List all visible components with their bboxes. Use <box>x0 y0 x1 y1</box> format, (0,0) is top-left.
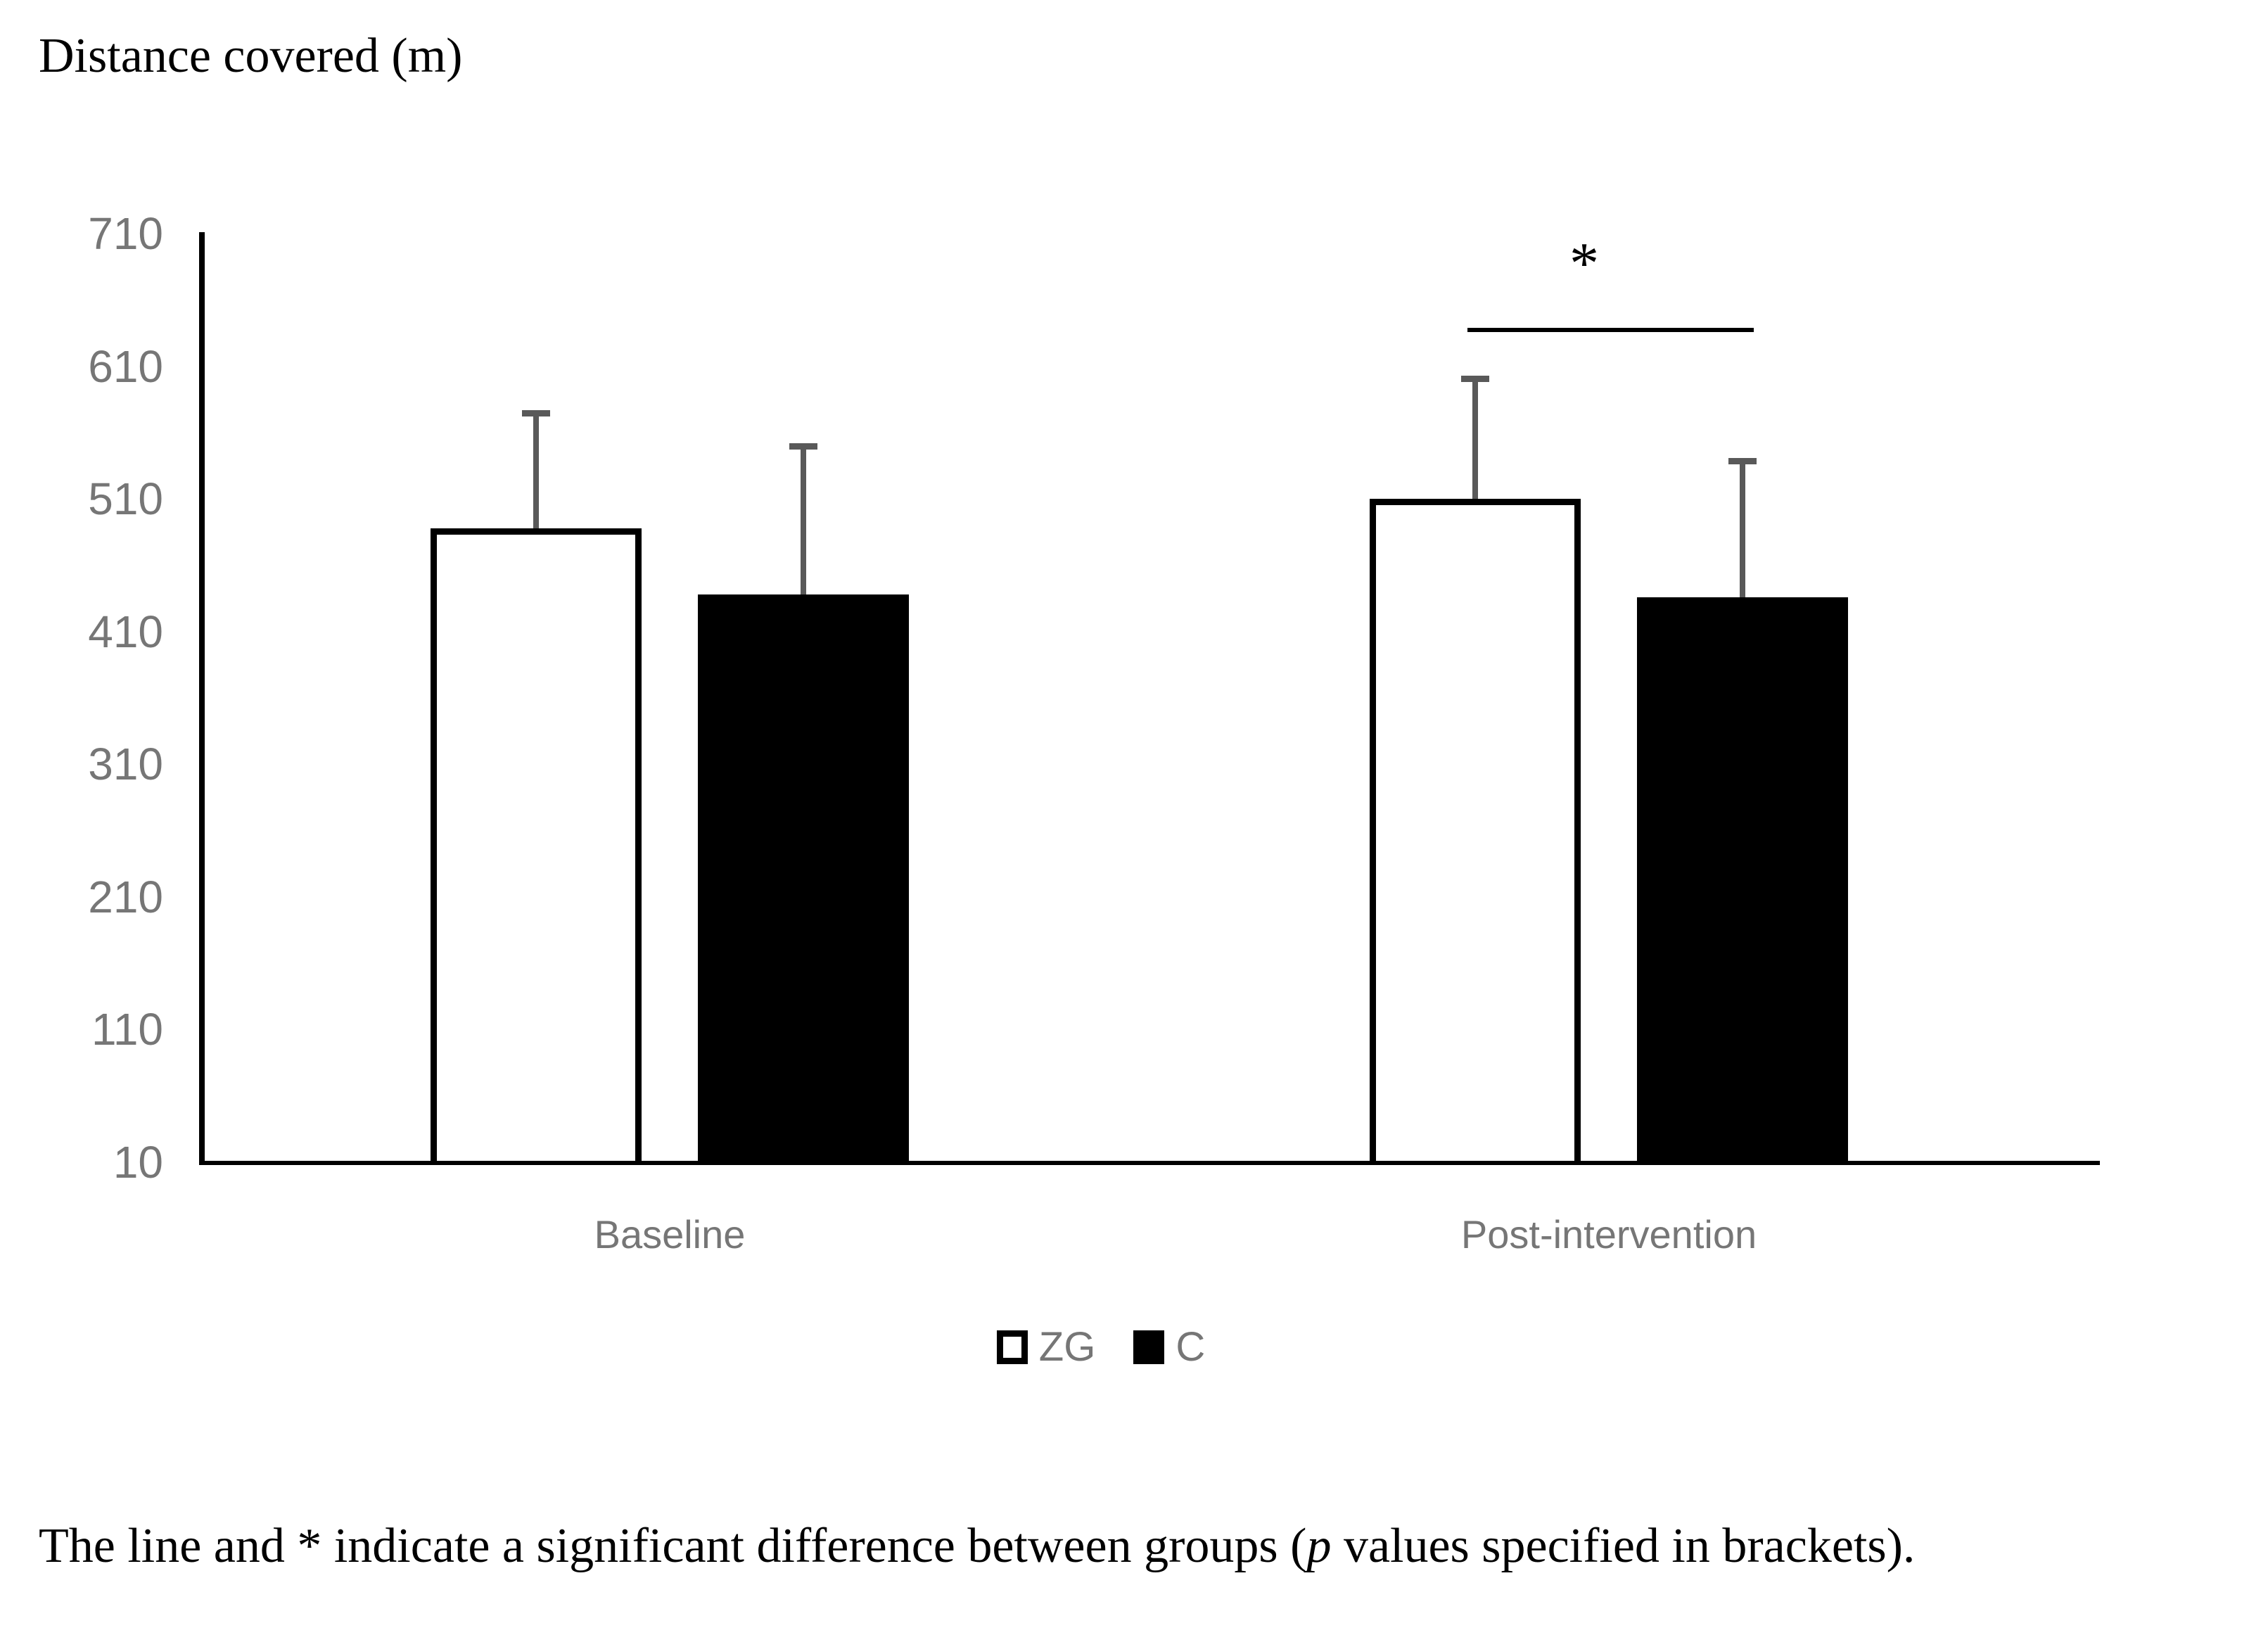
y-tick-label-710: 710 <box>88 208 163 259</box>
legend-item-zg: ZG <box>996 1324 1096 1370</box>
error-bar-stem <box>1472 375 1478 500</box>
caption-italic-p: p <box>1306 1519 1332 1573</box>
y-tick-label-210: 210 <box>88 871 163 922</box>
error-bar-stem <box>801 443 806 594</box>
bar-c-post-intervention <box>1637 597 1848 1161</box>
legend-swatch-zg <box>996 1330 1028 1364</box>
legend-label-c: C <box>1176 1324 1206 1370</box>
y-tick-label-110: 110 <box>91 1004 163 1055</box>
figure-caption: The line and * indicate a significant di… <box>39 1518 2248 1574</box>
legend-label-zg: ZG <box>1038 1324 1096 1370</box>
chart-title: Distance covered (m) <box>39 29 463 83</box>
y-tick-label-10: 10 <box>113 1137 163 1188</box>
error-bar-cap <box>522 409 550 416</box>
error-bar-stem <box>1740 457 1745 597</box>
y-tick-label-610: 610 <box>88 341 163 392</box>
error-bar-cap <box>1461 375 1489 382</box>
legend-item-c: C <box>1133 1327 1205 1368</box>
legend-swatch-c <box>1133 1330 1165 1364</box>
caption-text: The line and * indicate a significant di… <box>39 1519 1307 1573</box>
error-bar-cap <box>789 443 817 450</box>
y-tick-label-510: 510 <box>88 473 163 525</box>
significance-asterisk: * <box>1569 230 1599 296</box>
y-tick-label-410: 410 <box>88 606 163 657</box>
bar-zg-post-intervention <box>1370 499 1581 1161</box>
category-label-post-intervention: Post-intervention <box>1460 1212 1757 1257</box>
category-label-baseline: Baseline <box>594 1212 746 1257</box>
x-axis-line <box>199 1161 2100 1165</box>
significance-line <box>1467 327 1754 332</box>
bar-zg-baseline <box>431 528 642 1161</box>
y-axis-line <box>199 232 205 1165</box>
legend: ZG C <box>0 1327 2202 1368</box>
y-tick-label-310: 310 <box>88 739 163 790</box>
bar-c-baseline <box>698 594 909 1161</box>
error-bar-cap <box>1728 457 1757 464</box>
caption-text-end: values specified in brackets). <box>1331 1519 1916 1573</box>
error-bar-stem <box>533 409 539 528</box>
